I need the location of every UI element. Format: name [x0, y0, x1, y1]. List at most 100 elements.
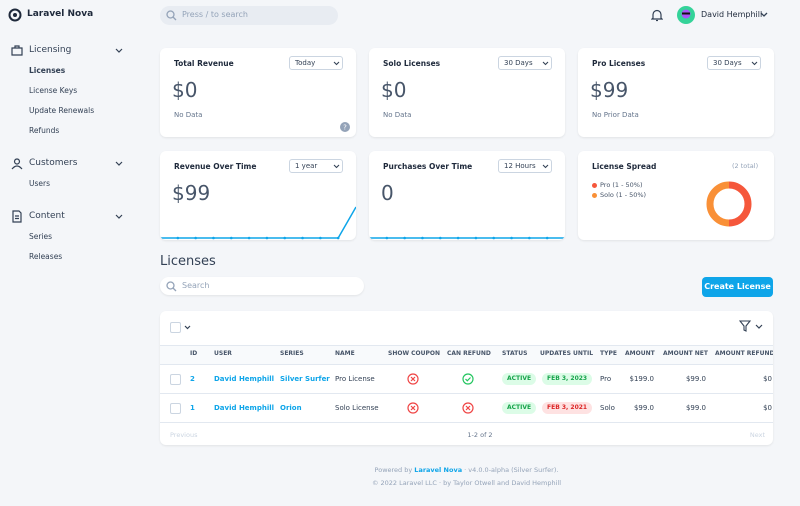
- metric-value: $0: [172, 78, 198, 102]
- column-header[interactable]: TYPE: [600, 350, 617, 357]
- range-label: 30 Days: [713, 59, 742, 67]
- cross-icon: [407, 373, 419, 385]
- sidebar-link[interactable]: Releases: [29, 252, 63, 261]
- range-select[interactable]: 1 year: [289, 159, 343, 173]
- sidebar-link[interactable]: License Keys: [29, 86, 78, 95]
- cell: Pro License: [335, 375, 375, 383]
- legend-label: Solo (1 - 50%): [600, 191, 647, 199]
- icon: [115, 161, 123, 166]
- range-select[interactable]: 30 Days: [707, 56, 761, 70]
- icon: [462, 402, 474, 414]
- trend-point: [301, 236, 304, 240]
- footer-text: Powered by: [374, 466, 413, 474]
- card-title: Solo Licenses: [383, 59, 441, 68]
- card-title: License Spread: [592, 162, 657, 171]
- trend-point: [385, 236, 389, 240]
- sidebar-link[interactable]: Refunds: [29, 126, 60, 135]
- cell-link[interactable]: David Hemphill: [214, 404, 275, 412]
- trend-point: [176, 236, 180, 240]
- global-search[interactable]: Press / to search: [160, 6, 338, 25]
- sidebar-section[interactable]: Licensing: [29, 45, 72, 55]
- search-placeholder: Search: [182, 281, 210, 290]
- total-label: (2 total): [732, 162, 759, 170]
- avatar[interactable]: [677, 6, 695, 24]
- cell: Solo License: [335, 404, 379, 412]
- card-title: Pro Licenses: [592, 59, 646, 68]
- sidebar-link[interactable]: Series: [29, 232, 53, 241]
- filter[interactable]: [739, 320, 765, 333]
- column-header[interactable]: SERIES: [280, 350, 304, 357]
- trend-point: [319, 236, 322, 240]
- metric-card: Pro Licenses 30 Days $99 No Prior Data: [578, 48, 774, 137]
- footer-text: · v4.0.0-alpha (Silver Surfer).: [464, 466, 559, 474]
- column-header[interactable]: NAME: [335, 350, 355, 357]
- trend-point: [456, 236, 460, 240]
- create-button[interactable]: Create License: [702, 277, 773, 297]
- icon: [11, 158, 23, 170]
- column-header[interactable]: SHOW COUPON: [388, 350, 441, 357]
- card-title: Total Revenue: [174, 59, 234, 68]
- select-all[interactable]: [170, 322, 181, 333]
- cell-link[interactable]: David Hemphill: [214, 375, 275, 383]
- cross-icon: [462, 402, 474, 414]
- card-title: Purchases Over Time: [383, 162, 473, 171]
- search-placeholder: Press / to search: [182, 10, 248, 19]
- sidebar-link[interactable]: Update Renewals: [29, 106, 95, 115]
- metric-note: No Data: [383, 111, 412, 119]
- footer-powered: Powered by Laravel Nova · v4.0.0-alpha (…: [0, 466, 800, 474]
- amount: $199.0: [629, 375, 655, 383]
- range-label: 1 year: [295, 162, 318, 170]
- help-icon[interactable]: ?: [340, 122, 350, 132]
- column-header[interactable]: AMOUNT REFUNDED: [715, 350, 773, 357]
- range-label: Today: [295, 59, 316, 67]
- chevron: [333, 61, 340, 66]
- trend-point: [247, 236, 251, 240]
- row-checkbox[interactable]: [170, 403, 181, 414]
- cell-link[interactable]: Silver Surfer: [280, 375, 330, 383]
- column-header[interactable]: ID: [190, 350, 198, 357]
- trend-point: [421, 236, 424, 240]
- cell: 2: [190, 375, 195, 383]
- resource-search[interactable]: Search: [160, 277, 364, 295]
- notifications[interactable]: [651, 9, 663, 22]
- range-select[interactable]: 12 Hours: [498, 159, 552, 173]
- column-header[interactable]: UPDATES UNTIL: [540, 350, 594, 357]
- sidebar-section[interactable]: Customers: [29, 158, 78, 168]
- column-header[interactable]: USER: [214, 350, 232, 357]
- range-select[interactable]: Today: [289, 56, 343, 70]
- trend-point: [528, 236, 531, 240]
- previous[interactable]: Previous: [170, 431, 198, 439]
- sidebar-section[interactable]: Content: [29, 211, 65, 221]
- chevron: [115, 48, 123, 53]
- trend-point: [265, 236, 269, 240]
- icon: [12, 210, 22, 223]
- user-menu[interactable]: David Hemphill: [701, 10, 763, 19]
- next[interactable]: Next: [749, 431, 765, 439]
- cell: Solo: [600, 404, 615, 412]
- icon: [11, 45, 23, 56]
- brand[interactable]: Laravel Nova: [27, 9, 94, 19]
- sidebar-link[interactable]: Users: [29, 179, 51, 188]
- row-checkbox[interactable]: [170, 374, 181, 385]
- footer-link[interactable]: Laravel Nova: [414, 466, 463, 474]
- cell-link[interactable]: Orion: [280, 404, 302, 412]
- metric-card: Purchases Over Time 12 Hours 0: [369, 151, 565, 240]
- trend-point: [403, 236, 406, 240]
- legend-dot: [592, 193, 597, 198]
- badge: ACTIVE: [502, 402, 537, 414]
- column-header[interactable]: AMOUNT NET: [663, 350, 709, 357]
- section-icon: [11, 45, 23, 56]
- logo: [8, 8, 22, 22]
- sidebar-link[interactable]: Licenses: [29, 66, 66, 75]
- chevron: [115, 161, 123, 166]
- metric-value: $99: [590, 78, 629, 102]
- badge: FEB 3, 2023: [542, 373, 593, 385]
- icon: [115, 48, 123, 53]
- card-title: Revenue Over Time: [174, 162, 257, 171]
- column-header[interactable]: STATUS: [502, 350, 528, 357]
- trend-point: [510, 236, 513, 240]
- column-header[interactable]: AMOUNT: [625, 350, 655, 357]
- badge: FEB 3, 2021: [542, 402, 593, 414]
- column-header[interactable]: CAN REFUND: [447, 350, 491, 357]
- range-select[interactable]: 30 Days: [498, 56, 552, 70]
